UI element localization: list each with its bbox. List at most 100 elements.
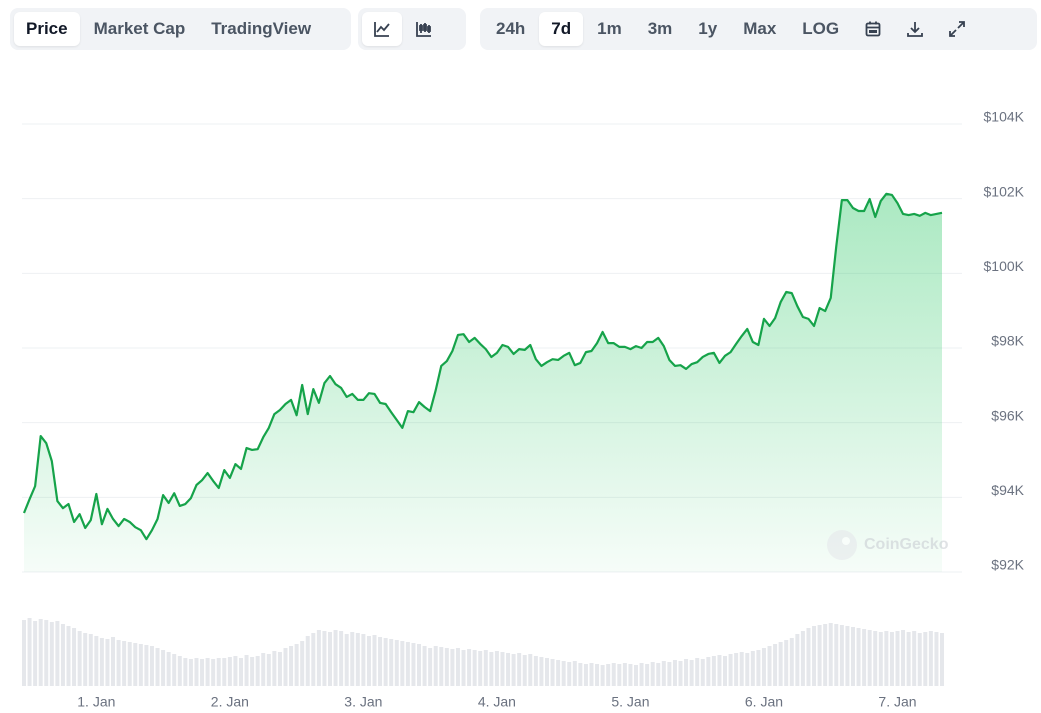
volume-bar (867, 630, 872, 686)
x-tick-label: 1. Jan (77, 694, 115, 710)
view-tab[interactable]: Price (14, 12, 80, 46)
volume-bar (389, 639, 394, 686)
candlestick-chart-button[interactable] (404, 12, 444, 46)
volume-bar (728, 654, 733, 686)
volume-bar (83, 633, 88, 686)
y-tick-label: $102K (984, 183, 1025, 199)
range-tabs: 24h 7d 1m 3m 1y Max LOG (480, 8, 1037, 50)
volume-bar (700, 659, 705, 686)
volume-bar (823, 624, 828, 686)
volume-bar (88, 634, 93, 686)
line-chart-button[interactable] (362, 12, 402, 46)
volume-bar (316, 630, 321, 686)
volume-bar (923, 632, 928, 686)
volume-bar (583, 664, 588, 686)
range-tab[interactable]: 3m (647, 19, 673, 38)
volume-bar (544, 658, 549, 686)
volume-bar (539, 657, 544, 686)
volume-bar (66, 626, 71, 686)
volume-bar (572, 661, 577, 686)
volume-bar (828, 623, 833, 686)
volume-bar (873, 631, 878, 686)
volume-bar (428, 648, 433, 686)
volume-bar (750, 651, 755, 686)
y-tick-label: $98K (991, 333, 1024, 349)
view-tab[interactable]: Market Cap (93, 19, 186, 38)
volume-bar (155, 648, 160, 686)
volume-bar (606, 664, 611, 686)
volume-bar (161, 650, 166, 686)
range-tab[interactable]: 7d (539, 12, 584, 46)
volume-bar (344, 634, 349, 686)
volume-bar (216, 658, 221, 686)
volume-bar (656, 663, 661, 686)
calendar-button[interactable] (853, 12, 893, 46)
range-tab[interactable]: 1m (597, 19, 622, 38)
volume-bar (339, 631, 344, 686)
volume-bar (839, 625, 844, 686)
volume-bar (49, 622, 54, 686)
fullscreen-button[interactable] (937, 12, 977, 46)
volume-bar (723, 656, 728, 686)
volume-bar (817, 625, 822, 686)
volume-bar (734, 653, 739, 686)
volume-bar (511, 654, 516, 686)
range-tab[interactable]: 1y (698, 19, 718, 38)
volume-bar (133, 643, 138, 686)
watermark-logo-eye (842, 537, 850, 545)
volume-bar (361, 634, 366, 686)
volume-bar (784, 640, 789, 686)
volume-bar (261, 653, 266, 686)
volume-bar (600, 665, 605, 686)
watermark-logo (827, 530, 857, 560)
volume-bar (266, 654, 271, 686)
volume-bar (940, 633, 944, 686)
view-tabs: Price Market Cap TradingView (10, 8, 351, 50)
volume-bar (294, 644, 299, 686)
volume-bar (417, 644, 422, 686)
volume-bar (661, 661, 666, 686)
volume-bar (695, 658, 700, 686)
volume-bar (611, 663, 616, 686)
y-tick-label: $104K (984, 109, 1025, 125)
view-tab[interactable]: TradingView (211, 19, 312, 38)
volume-bar (856, 628, 861, 686)
volume-bar (272, 651, 277, 686)
volume-bar (383, 638, 388, 686)
range-tab[interactable]: Max (743, 19, 777, 38)
volume-bar (845, 626, 850, 686)
volume-bar (472, 650, 477, 686)
volume-bar (778, 642, 783, 686)
volume-bar (928, 631, 933, 686)
volume-bar (639, 663, 644, 686)
y-tick-label: $100K (984, 258, 1025, 274)
volume-bar (689, 660, 694, 686)
range-tab[interactable]: 24h (496, 19, 526, 38)
x-tick-label: 3. Jan (344, 694, 382, 710)
y-tick-label: $96K (991, 407, 1024, 423)
download-button[interactable] (895, 12, 935, 46)
volume-bar (183, 658, 188, 686)
volume-bar (277, 652, 282, 686)
volume-bar (917, 633, 922, 686)
volume-bar (27, 618, 32, 686)
volume-bar (144, 645, 149, 686)
price-area (24, 193, 942, 572)
x-tick-label: 7. Jan (878, 694, 916, 710)
volume-bar (589, 663, 594, 686)
volume-bar (756, 650, 761, 686)
range-tab[interactable]: LOG (802, 19, 840, 38)
volume-bar (506, 653, 511, 686)
volume-bar (194, 658, 199, 686)
volume-bar (678, 661, 683, 686)
volume-bar (906, 632, 911, 686)
volume-bar (238, 658, 243, 686)
volume-bar (422, 646, 427, 686)
volume-bar (672, 660, 677, 686)
volume-bar (561, 661, 566, 686)
volume-bar (528, 654, 533, 686)
volume-bar (739, 652, 744, 686)
volume-bar (767, 646, 772, 686)
